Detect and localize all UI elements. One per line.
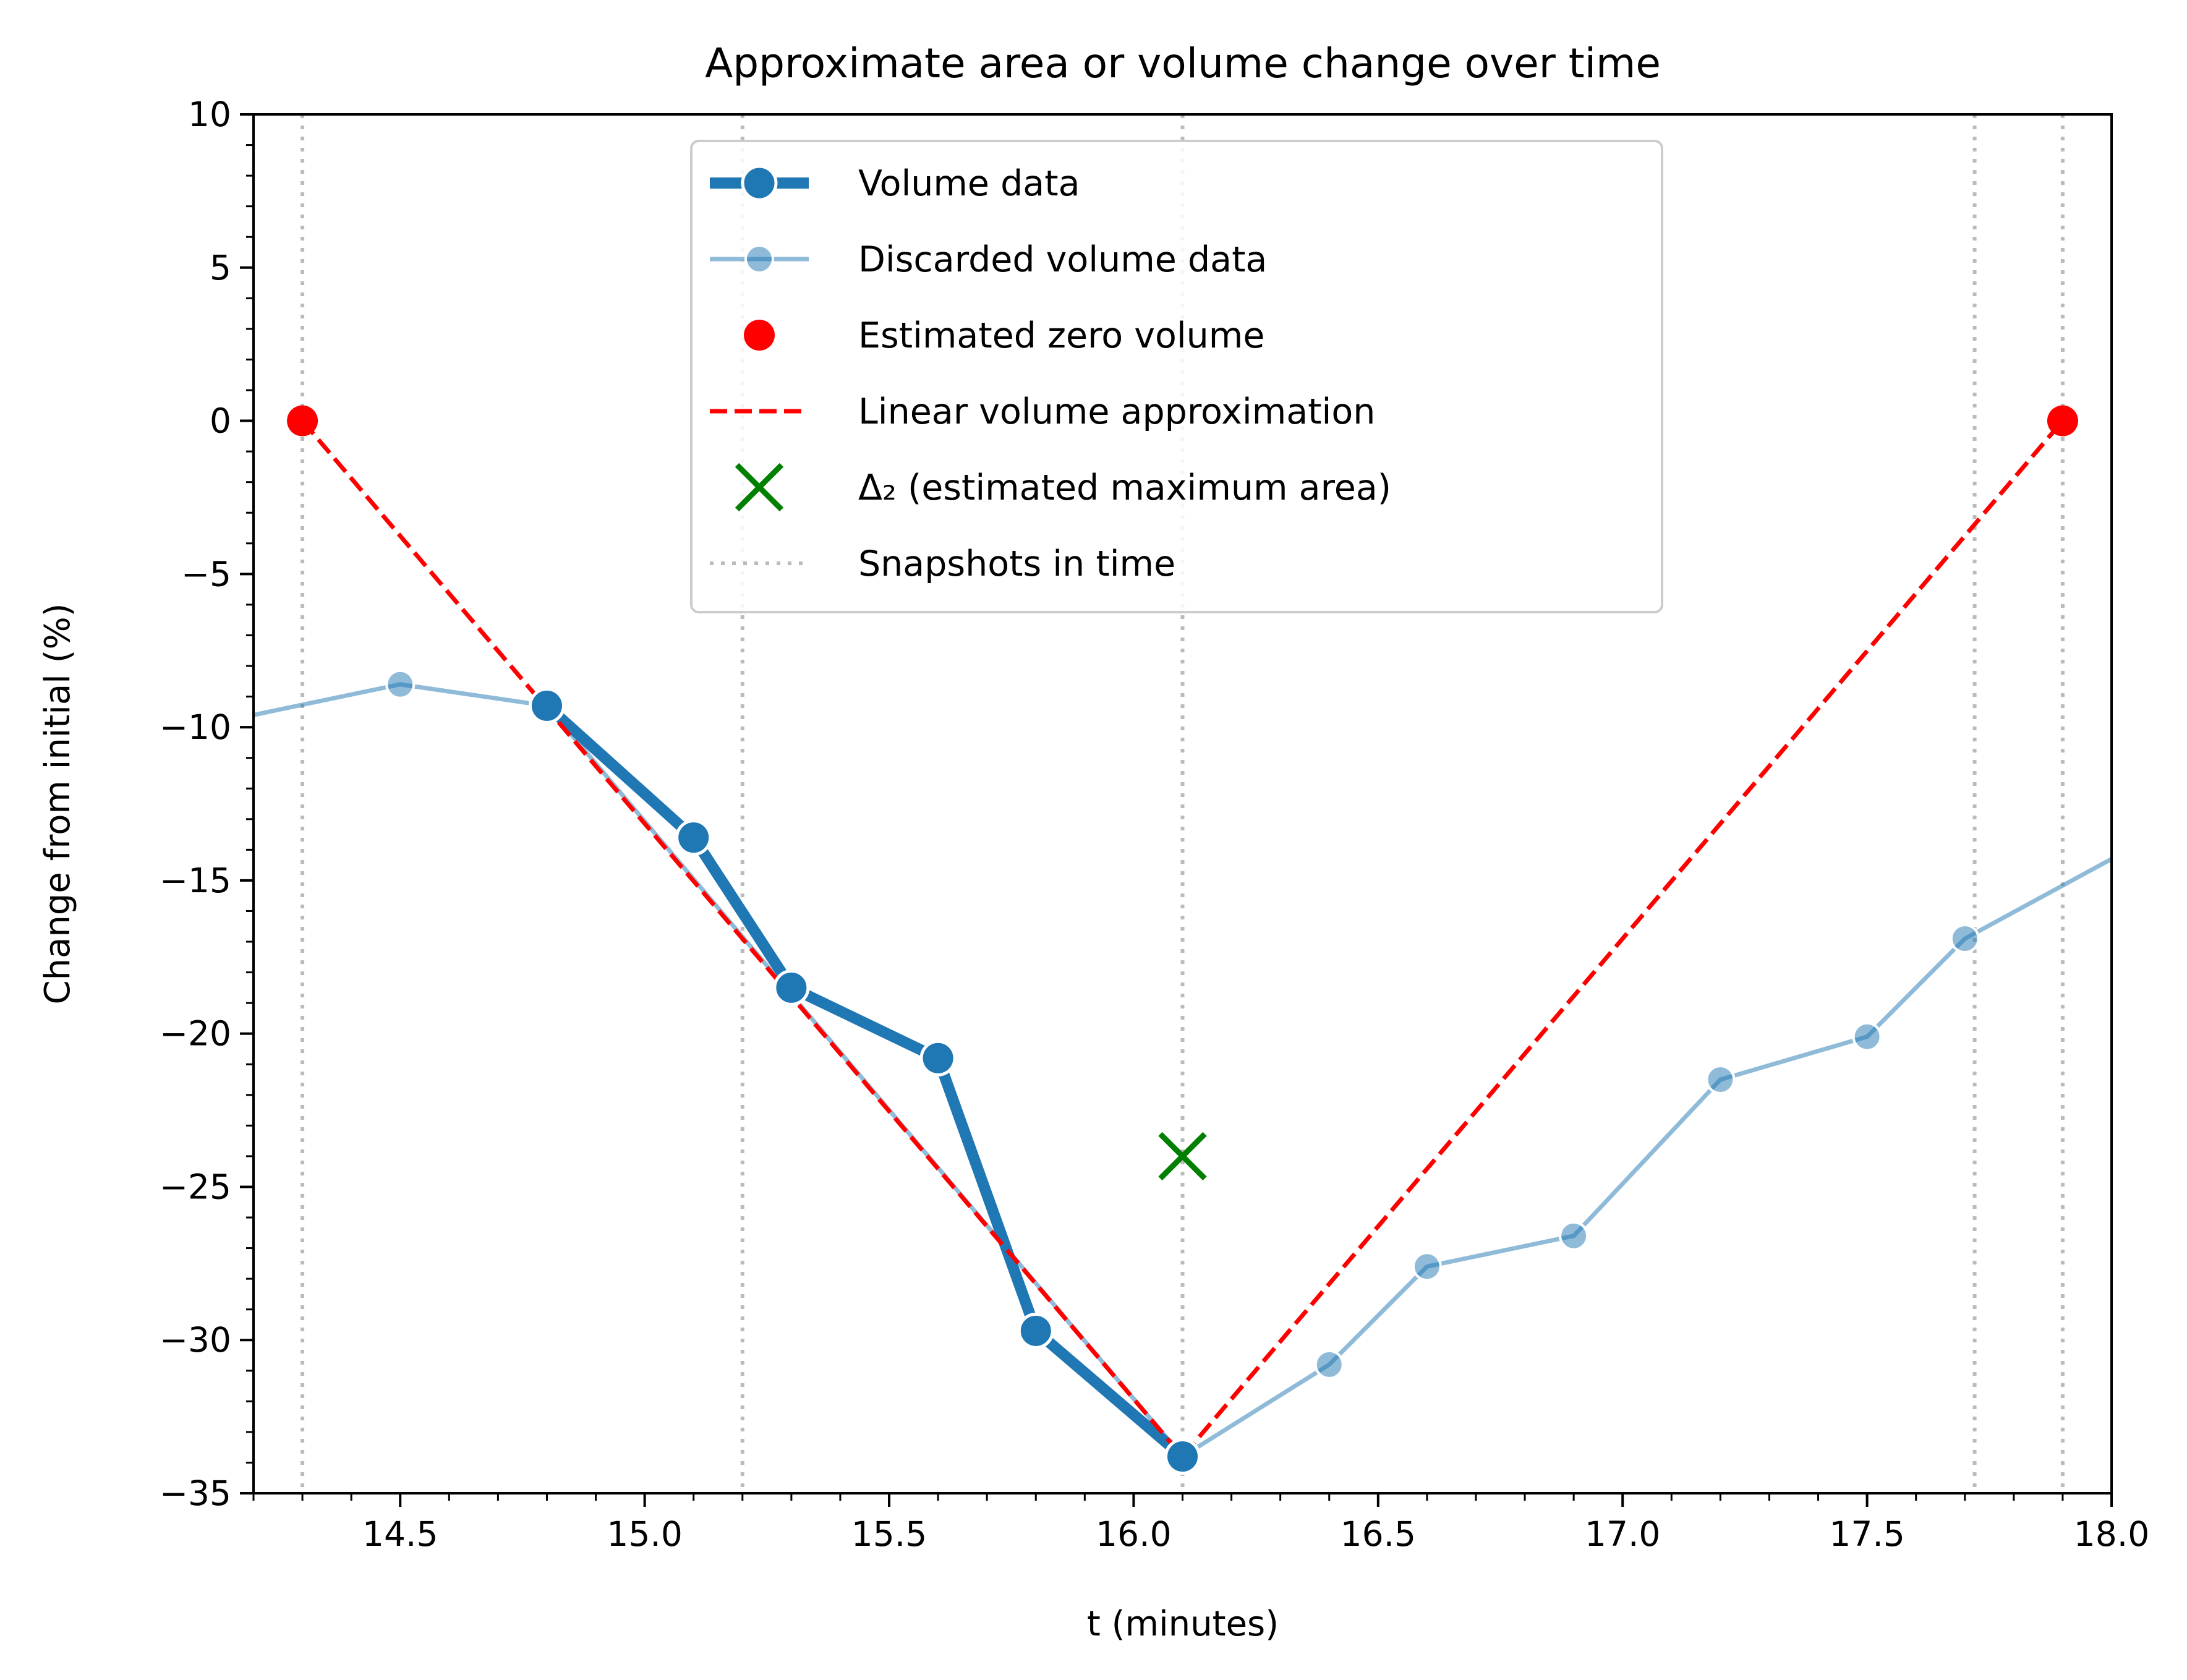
legend-entry-3: Linear volume approximation	[710, 391, 1375, 432]
volume-point-0	[528, 687, 565, 724]
y-tick-label-0: 10	[188, 95, 231, 134]
x-axis-label: t (minutes)	[1087, 1604, 1279, 1644]
legend-handle-marker	[744, 320, 775, 351]
discarded-point-9	[1950, 924, 1980, 954]
legend-entry-5: Snapshots in time	[710, 544, 1175, 584]
zero-volume-point-0	[287, 405, 318, 437]
y-axis-label: Change from initial (%)	[38, 603, 78, 1004]
y-tick-label-4: −10	[160, 707, 231, 747]
chart-title: Approximate area or volume change over t…	[705, 40, 1661, 87]
legend-entry-1: Discarded volume data	[710, 239, 1267, 280]
legend: Volume data Discarded volume data Estimate…	[690, 140, 1663, 613]
discarded-point-5	[1412, 1251, 1442, 1282]
legend-handle-stroke-b	[735, 463, 784, 512]
x-axis: 14.5 15.0 15.5 16.0 16.5 17.0 17.5 18.0	[252, 1493, 2149, 1554]
legend-label-3: Linear volume approximation	[858, 391, 1375, 432]
legend-handle-marker	[741, 164, 778, 202]
y-tick-label-9: −35	[160, 1473, 231, 1513]
y-tick-label-6: −20	[160, 1014, 231, 1054]
y-tick-label-1: 5	[210, 248, 231, 288]
x-tick-label-5: 17.0	[1585, 1514, 1660, 1554]
legend-entry-4: Δ₂ (estimated maximum area)	[735, 463, 1391, 512]
y-tick-label-5: −15	[160, 861, 231, 900]
legend-label-1: Discarded volume data	[858, 239, 1267, 280]
zero-volume-point-1	[2047, 405, 2078, 437]
legend-box	[690, 140, 1663, 613]
snapshot-lines	[301, 114, 2065, 1493]
legend-label-2: Estimated zero volume	[858, 315, 1264, 356]
volume-point-3	[919, 1039, 957, 1077]
y-axis: 10 5 0 −5 −10 −15 −20 −25 −30 −35	[160, 95, 254, 1513]
discarded-point-6	[1559, 1221, 1589, 1251]
volume-point-1	[675, 819, 712, 856]
y-tick-label-7: −25	[160, 1167, 231, 1206]
x-tick-label-3: 16.0	[1096, 1514, 1171, 1554]
delta2-stroke-b	[1158, 1132, 1207, 1181]
volume-point-5	[1164, 1438, 1201, 1475]
legend-label-4: Δ₂ (estimated maximum area)	[858, 467, 1391, 508]
series-layer	[254, 419, 2112, 1475]
linear-approximation-line	[301, 419, 2065, 1460]
volume-series-line	[543, 701, 1187, 1461]
y-tick-label-8: −30	[160, 1320, 231, 1360]
discarded-point-4	[1314, 1349, 1344, 1379]
volume-point-2	[773, 969, 810, 1006]
x-tick-label-2: 15.5	[851, 1514, 927, 1554]
legend-label-5: Snapshots in time	[858, 544, 1175, 584]
volume-point-4	[1017, 1312, 1054, 1349]
legend-handle-marker	[744, 244, 774, 274]
discarded-point-1	[385, 669, 416, 699]
legend-entry-2: Estimated zero volume	[744, 315, 1264, 356]
y-tick-label-3: −5	[181, 554, 231, 594]
discarded-point-8	[1852, 1021, 1882, 1052]
x-tick-label-6: 17.5	[1829, 1514, 1904, 1554]
x-tick-label-0: 14.5	[362, 1514, 438, 1554]
legend-label-0: Volume data	[858, 163, 1080, 204]
delta2-marker	[1158, 1132, 1207, 1181]
discarded-point-7	[1705, 1065, 1736, 1094]
x-tick-label-4: 16.5	[1341, 1514, 1416, 1554]
x-tick-label-1: 15.0	[607, 1514, 682, 1554]
y-tick-label-2: 0	[210, 401, 231, 441]
x-tick-label-7: 18.0	[2074, 1514, 2149, 1554]
marker-layer	[287, 405, 2078, 1181]
legend-entry-0: Volume data	[710, 163, 1080, 204]
